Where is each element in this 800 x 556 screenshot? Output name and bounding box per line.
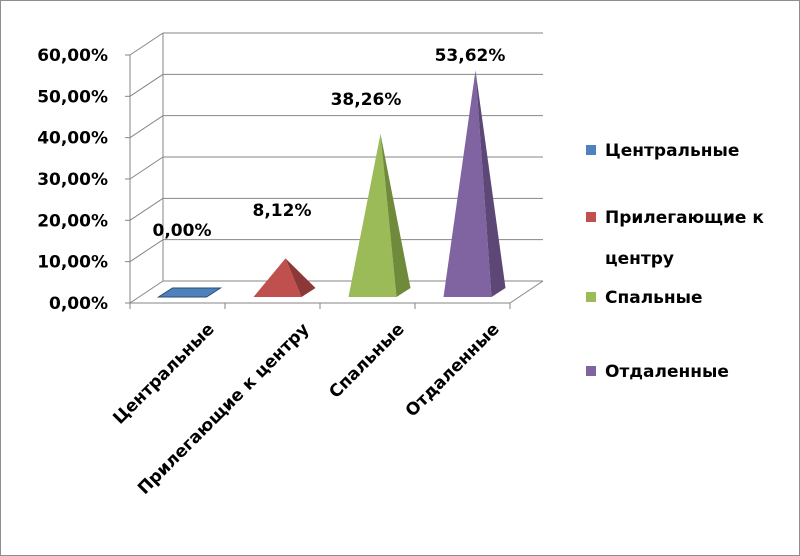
y-tick-label: 60,00% xyxy=(37,46,108,66)
gridline-depth xyxy=(129,239,164,263)
pyramid-front-face xyxy=(253,258,302,297)
legend-swatch xyxy=(586,212,596,222)
y-tick-label: 0,00% xyxy=(49,294,108,314)
gridline-depth xyxy=(129,156,164,180)
data-label: 53,62% xyxy=(435,46,506,66)
x-category-label: Центральные xyxy=(109,319,218,428)
y-tick-label: 50,00% xyxy=(37,87,108,107)
legend-entry-label: Центральные xyxy=(605,141,739,161)
pyramid-side-face xyxy=(380,133,411,297)
x-category-label: Отдаленные xyxy=(402,319,504,421)
pyramid-front-face xyxy=(348,133,397,297)
pyramid-base xyxy=(156,287,223,298)
gridline-depth xyxy=(129,280,164,304)
data-label: 38,26% xyxy=(331,90,402,110)
legend-entry-label: Спальные xyxy=(605,288,703,308)
gridline-depth xyxy=(129,73,164,97)
legend-swatch xyxy=(586,366,596,376)
floor-right-edge xyxy=(509,280,544,304)
legend-entry-label: центру xyxy=(605,249,674,269)
pyramid-side-face xyxy=(285,258,316,297)
y-tick-label: 10,00% xyxy=(37,253,108,273)
data-label: 0,00% xyxy=(153,221,212,241)
legend-entry-label: Прилегающие к xyxy=(605,208,764,228)
y-tick-label: 40,00% xyxy=(37,129,108,149)
gridline-depth xyxy=(129,115,164,139)
y-tick-label: 30,00% xyxy=(37,170,108,190)
y-tick-label: 20,00% xyxy=(37,211,108,231)
pyramid-side-face xyxy=(475,70,506,297)
gridline-depth xyxy=(129,197,164,221)
legend-entry-label: Отдаленные xyxy=(605,362,729,382)
legend-swatch xyxy=(586,292,596,302)
legend-swatch xyxy=(586,145,596,155)
data-label: 8,12% xyxy=(253,201,312,221)
x-category-label: Спальные xyxy=(325,319,408,402)
x-category-label: Прилегающие к центру xyxy=(134,319,313,498)
gridline-depth xyxy=(129,32,164,56)
